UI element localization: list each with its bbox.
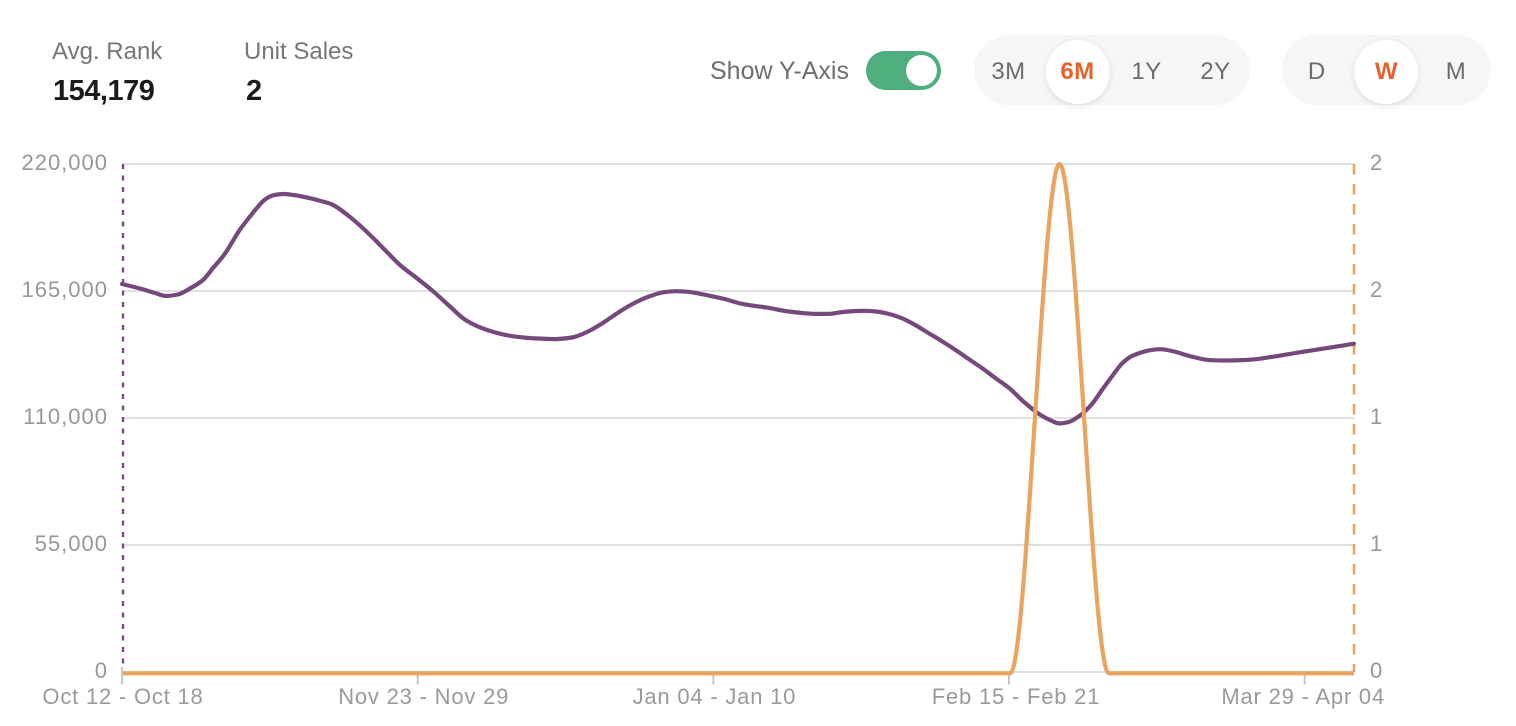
svg-text:Mar 29 - Apr 04: Mar 29 - Apr 04 xyxy=(1221,684,1385,709)
svg-text:0: 0 xyxy=(1370,658,1382,683)
svg-text:55,000: 55,000 xyxy=(35,531,108,556)
svg-text:Jan 04 - Jan 10: Jan 04 - Jan 10 xyxy=(633,684,797,709)
svg-text:1: 1 xyxy=(1370,404,1382,429)
svg-text:Nov 23 - Nov 29: Nov 23 - Nov 29 xyxy=(338,684,509,709)
svg-text:2: 2 xyxy=(1370,150,1382,175)
svg-text:Feb 15 - Feb 21: Feb 15 - Feb 21 xyxy=(932,684,1101,709)
svg-text:220,000: 220,000 xyxy=(21,150,108,175)
svg-text:165,000: 165,000 xyxy=(21,277,108,302)
svg-text:110,000: 110,000 xyxy=(23,404,108,429)
svg-text:0: 0 xyxy=(95,658,108,683)
svg-text:Oct 12 - Oct 18: Oct 12 - Oct 18 xyxy=(42,684,203,709)
svg-text:2: 2 xyxy=(1370,277,1382,302)
svg-text:1: 1 xyxy=(1370,531,1382,556)
